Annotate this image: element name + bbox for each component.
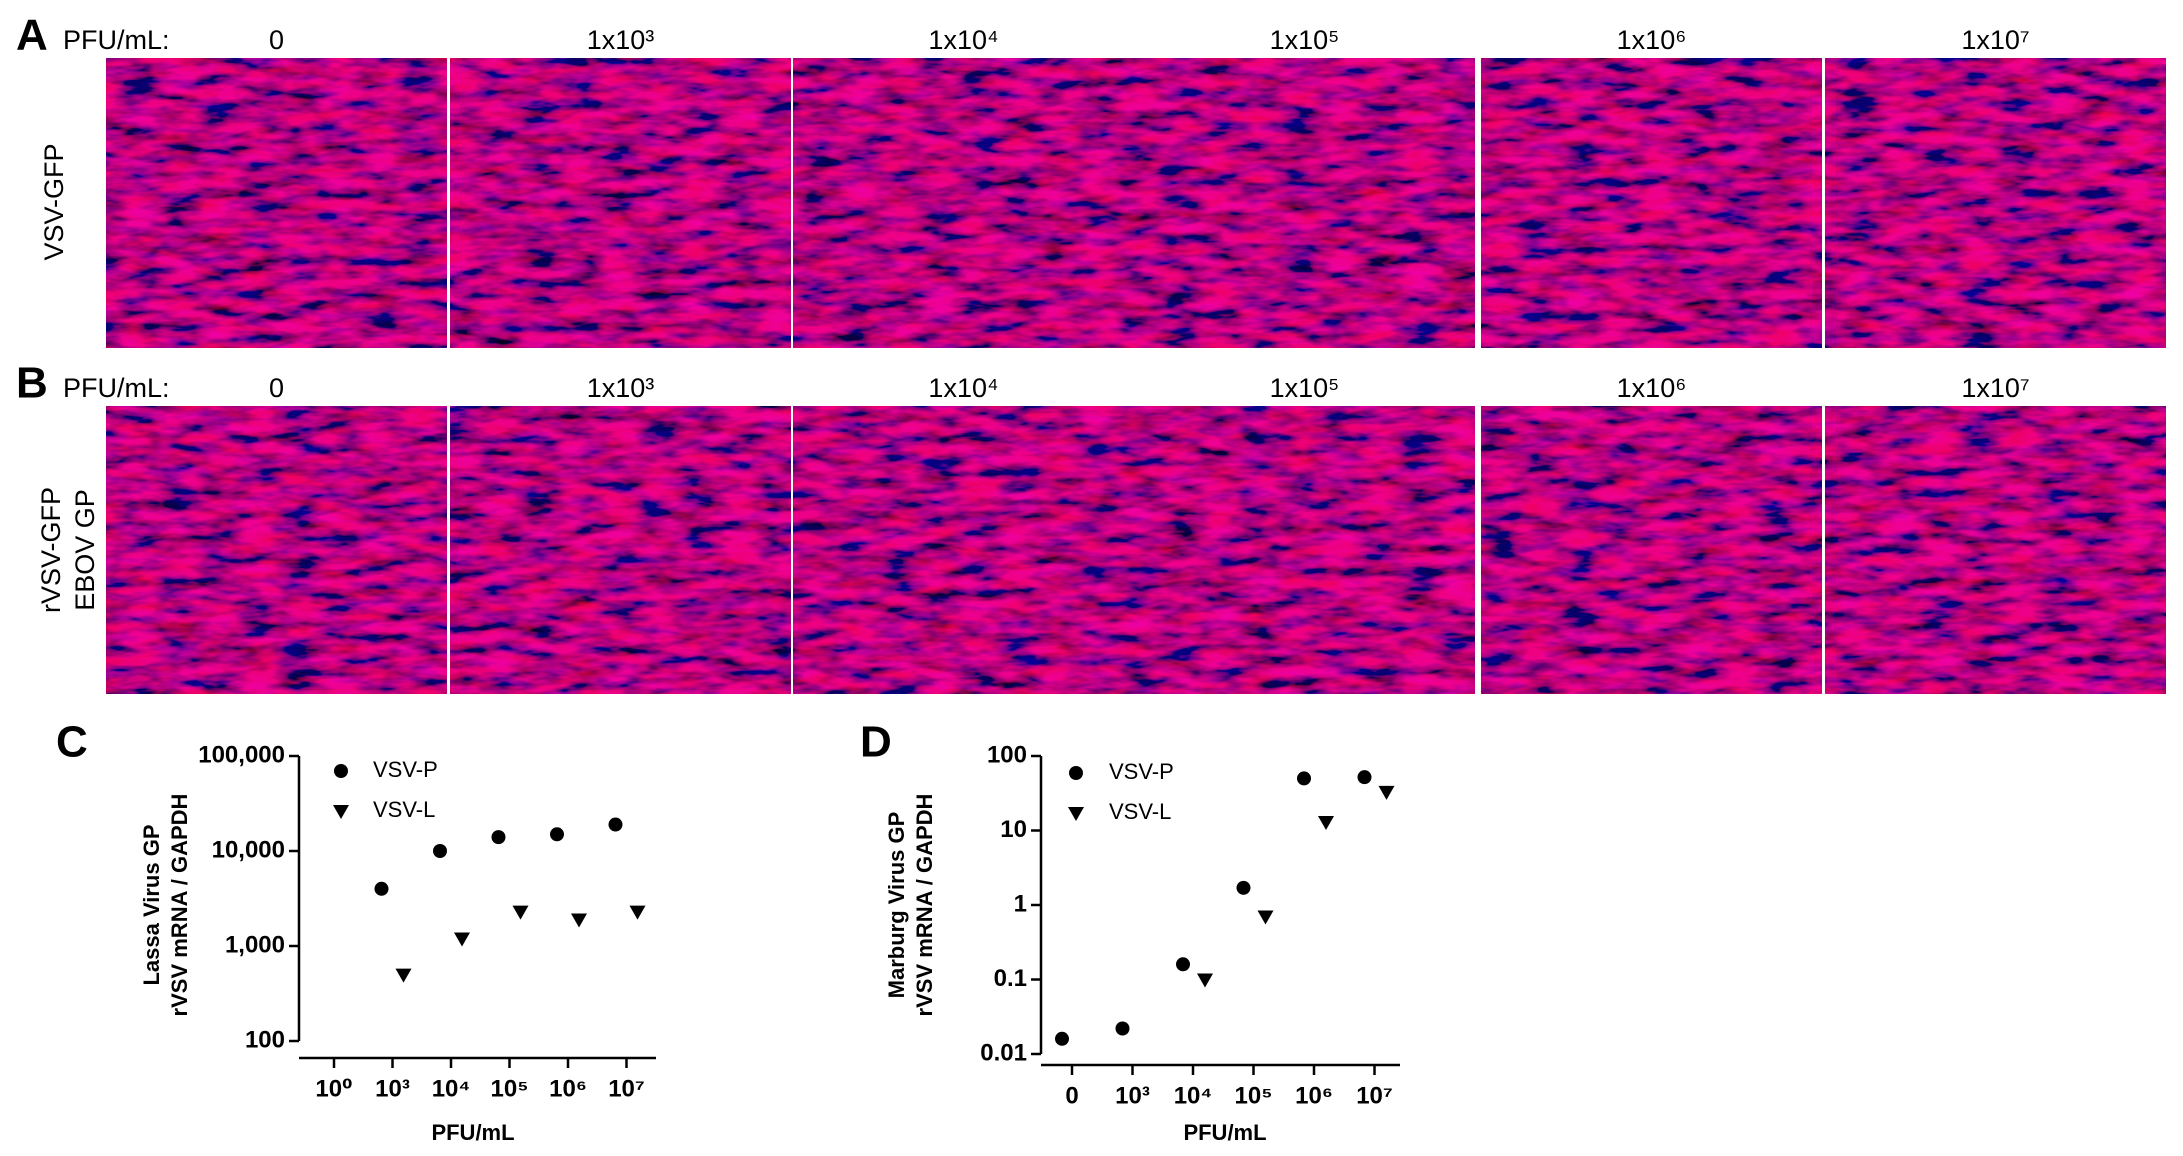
x-tick-label: 10³ xyxy=(1115,1082,1150,1109)
row-label: rVSV-GFP xyxy=(36,487,66,613)
micrograph xyxy=(1481,406,1822,694)
legend-label: VSV-L xyxy=(1109,799,1171,824)
y-tick-label: 1,000 xyxy=(225,931,285,958)
micrograph xyxy=(1134,58,1475,348)
data-point xyxy=(395,968,412,983)
dose-header: 1x10⁵ xyxy=(1270,25,1340,55)
dose-header: 1x10⁴ xyxy=(928,373,998,403)
y-tick-label: 10,000 xyxy=(212,836,285,863)
x-tick-label: 10⁰ xyxy=(315,1075,352,1102)
dose-header: 1x10⁶ xyxy=(1617,25,1687,55)
y-tick-label: 100 xyxy=(987,741,1027,768)
x-tick-label: 10⁷ xyxy=(1356,1082,1393,1109)
y-tick-label: 10 xyxy=(1000,816,1027,843)
micrograph-panels: A PFU/mL: 0 1x10³ 1x10⁴ 1x10⁵ 1x10⁶ 1x10⁷ VSV-GF… xyxy=(16,11,2166,694)
x-tick-label: 10⁶ xyxy=(549,1075,587,1102)
data-point xyxy=(1055,1031,1069,1046)
y-axis-label: rVSV mRNA / GAPDH xyxy=(912,794,937,1017)
micrograph xyxy=(106,58,447,348)
micrograph xyxy=(793,406,1134,694)
panel-letter: B xyxy=(16,359,48,408)
legend-marker xyxy=(334,764,348,778)
data-point xyxy=(629,905,646,920)
x-tick-label: 10⁵ xyxy=(1235,1082,1273,1109)
dose-header: 1x10⁷ xyxy=(1961,25,2029,55)
data-point xyxy=(433,844,447,858)
dose-header: 1x10⁵ xyxy=(1270,373,1340,403)
dose-header: 0 xyxy=(269,373,284,403)
data-point xyxy=(571,913,587,928)
y-tick-label: 1 xyxy=(1014,890,1027,917)
data-point xyxy=(1176,957,1190,972)
data-point xyxy=(454,932,470,947)
data-point xyxy=(1115,1021,1130,1036)
data-point xyxy=(1378,785,1395,800)
data-point xyxy=(1318,816,1334,831)
y-tick-label: 100 xyxy=(245,1026,285,1053)
dose-header: 0 xyxy=(269,25,284,55)
x-tick-label: 10⁴ xyxy=(432,1075,471,1102)
data-point xyxy=(1197,973,1213,988)
y-axis-label: Lassa Virus GP xyxy=(139,824,164,985)
panel-letter: D xyxy=(860,718,892,767)
legend-label: VSV-P xyxy=(373,757,438,782)
micrograph xyxy=(793,58,1134,348)
dose-header: 1x10⁴ xyxy=(928,25,998,55)
data-point xyxy=(550,827,564,842)
micrograph xyxy=(1825,58,2166,348)
legend-marker xyxy=(333,805,349,819)
data-point xyxy=(374,881,389,896)
micrograph xyxy=(450,406,791,694)
x-tick-label: 10⁵ xyxy=(491,1075,529,1102)
panel-letter: C xyxy=(56,718,88,767)
x-tick-label: 10⁷ xyxy=(608,1075,645,1102)
data-point xyxy=(1236,880,1251,895)
micrograph xyxy=(1134,406,1475,694)
panel-letter: A xyxy=(16,11,48,60)
micrograph xyxy=(1481,58,1822,348)
x-tick-label: 10³ xyxy=(375,1075,410,1102)
dose-label: PFU/mL: xyxy=(63,373,170,403)
y-axis-label: rVSV mRNA / GAPDH xyxy=(167,794,192,1017)
data-point xyxy=(1357,770,1372,785)
row-label: VSV-GFP xyxy=(39,143,69,260)
x-axis-label: PFU/mL xyxy=(1183,1120,1266,1145)
x-axis-label: PFU/mL xyxy=(431,1120,514,1145)
micrograph xyxy=(450,58,791,348)
legend-label: VSV-L xyxy=(373,797,435,822)
dose-label: PFU/mL: xyxy=(63,25,170,55)
data-point xyxy=(512,905,529,920)
x-tick-label: 0 xyxy=(1065,1082,1078,1109)
data-point xyxy=(608,817,623,832)
dose-header: 1x10³ xyxy=(587,25,655,55)
x-tick-label: 10⁶ xyxy=(1295,1082,1333,1109)
y-tick-label: 100,000 xyxy=(198,741,285,768)
data-point xyxy=(1297,771,1311,786)
dose-header: 1x10³ xyxy=(587,373,655,403)
dose-header: 1x10⁶ xyxy=(1617,373,1687,403)
micrograph xyxy=(1825,406,2166,694)
data-point xyxy=(491,830,506,845)
y-axis-label: Marburg Virus GP xyxy=(884,812,909,999)
y-tick-label: 0.01 xyxy=(980,1039,1027,1066)
data-point xyxy=(1257,910,1274,925)
micrograph xyxy=(106,406,447,694)
legend-marker xyxy=(1068,807,1084,821)
legend-label: VSV-P xyxy=(1109,759,1174,784)
legend-marker xyxy=(1069,766,1083,780)
x-tick-label: 10⁴ xyxy=(1174,1082,1213,1109)
row-label: EBOV GP xyxy=(70,489,100,611)
y-tick-label: 0.1 xyxy=(994,965,1027,992)
dose-header: 1x10⁷ xyxy=(1961,373,2029,403)
